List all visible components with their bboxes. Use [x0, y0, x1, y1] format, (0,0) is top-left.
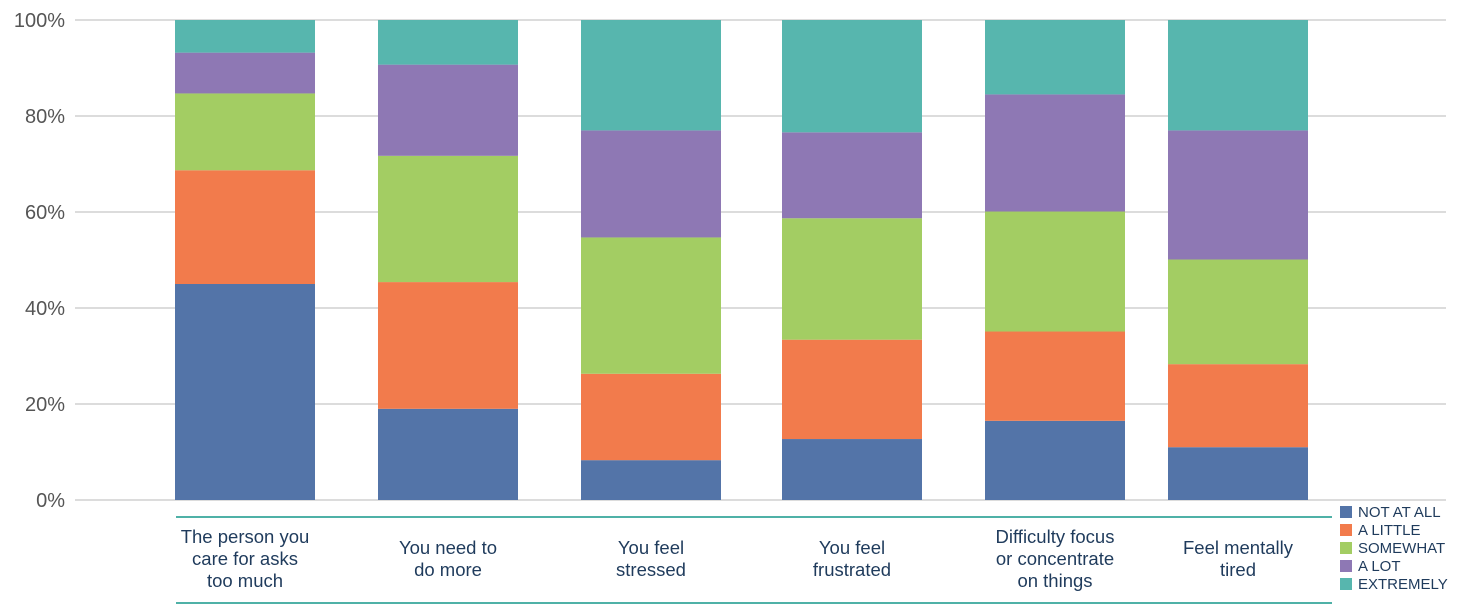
bar-segment: [985, 420, 1125, 500]
legend-label: A LOT: [1358, 558, 1401, 575]
bar-segment: [378, 282, 518, 409]
bar-segment: [581, 460, 721, 500]
bar-segment: [378, 64, 518, 156]
bar-segment: [378, 155, 518, 283]
x-category-label: Difficulty focus: [996, 526, 1115, 547]
legend-label: A LITTLE: [1358, 522, 1421, 539]
y-tick-label: 40%: [25, 298, 65, 320]
bar-segment: [175, 20, 315, 53]
legend-label: NOT AT ALL: [1358, 504, 1441, 521]
bar-segment: [782, 132, 922, 219]
bar-segment: [581, 237, 721, 374]
bar-segment: [1168, 130, 1308, 260]
x-category-label: frustrated: [813, 559, 891, 580]
bar-segment: [1168, 364, 1308, 448]
x-category-label: tired: [1220, 559, 1256, 580]
x-category-label: on things: [1017, 570, 1092, 591]
y-tick-label: 20%: [25, 394, 65, 416]
bar-segment: [1168, 259, 1308, 365]
bar-segment: [985, 211, 1125, 332]
bar-segment: [175, 284, 315, 500]
bar-segment: [782, 339, 922, 440]
bar-segment: [782, 218, 922, 340]
legend-swatch: [1340, 560, 1352, 572]
x-category-label: You feel: [819, 537, 885, 558]
x-category-label: The person you: [181, 526, 310, 547]
legend-swatch: [1340, 542, 1352, 554]
y-tick-label: 100%: [14, 10, 65, 32]
bar-segment: [581, 373, 721, 461]
legend-swatch: [1340, 524, 1352, 536]
bar-segment: [175, 170, 315, 284]
y-axis-tick-labels: 0% 20% 40% 60% 80% 100%: [14, 10, 65, 512]
legend-swatch: [1340, 578, 1352, 590]
bar-segment: [581, 20, 721, 131]
bars: [175, 20, 1308, 500]
legend-label: SOMEWHAT: [1358, 540, 1445, 557]
bar-segment: [1168, 447, 1308, 500]
bar-segment: [581, 130, 721, 238]
x-category-label: Feel mentally: [1183, 537, 1294, 558]
bar-segment: [378, 408, 518, 500]
bar-segment: [985, 94, 1125, 212]
bar-segment: [378, 20, 518, 65]
bar-segment: [175, 93, 315, 171]
bar-segment: [782, 439, 922, 500]
x-category-label: or concentrate: [996, 548, 1114, 569]
x-category-label: You feel: [618, 537, 684, 558]
bar-segment: [782, 20, 922, 133]
x-category-label: You need to: [399, 537, 497, 558]
bar-segment: [1168, 20, 1308, 131]
category-separators: [176, 516, 1332, 604]
x-category-label: stressed: [616, 559, 686, 580]
legend-swatch: [1340, 506, 1352, 518]
y-tick-label: 80%: [25, 106, 65, 128]
bar-segment: [175, 52, 315, 94]
y-tick-label: 60%: [25, 202, 65, 224]
bar-segment: [985, 331, 1125, 421]
x-category-label: too much: [207, 570, 283, 591]
legend-label: EXTREMELY: [1358, 576, 1448, 593]
x-category-label: care for asks: [192, 548, 298, 569]
x-category-label: do more: [414, 559, 482, 580]
y-tick-label: 0%: [36, 490, 65, 512]
bar-segment: [985, 20, 1125, 95]
